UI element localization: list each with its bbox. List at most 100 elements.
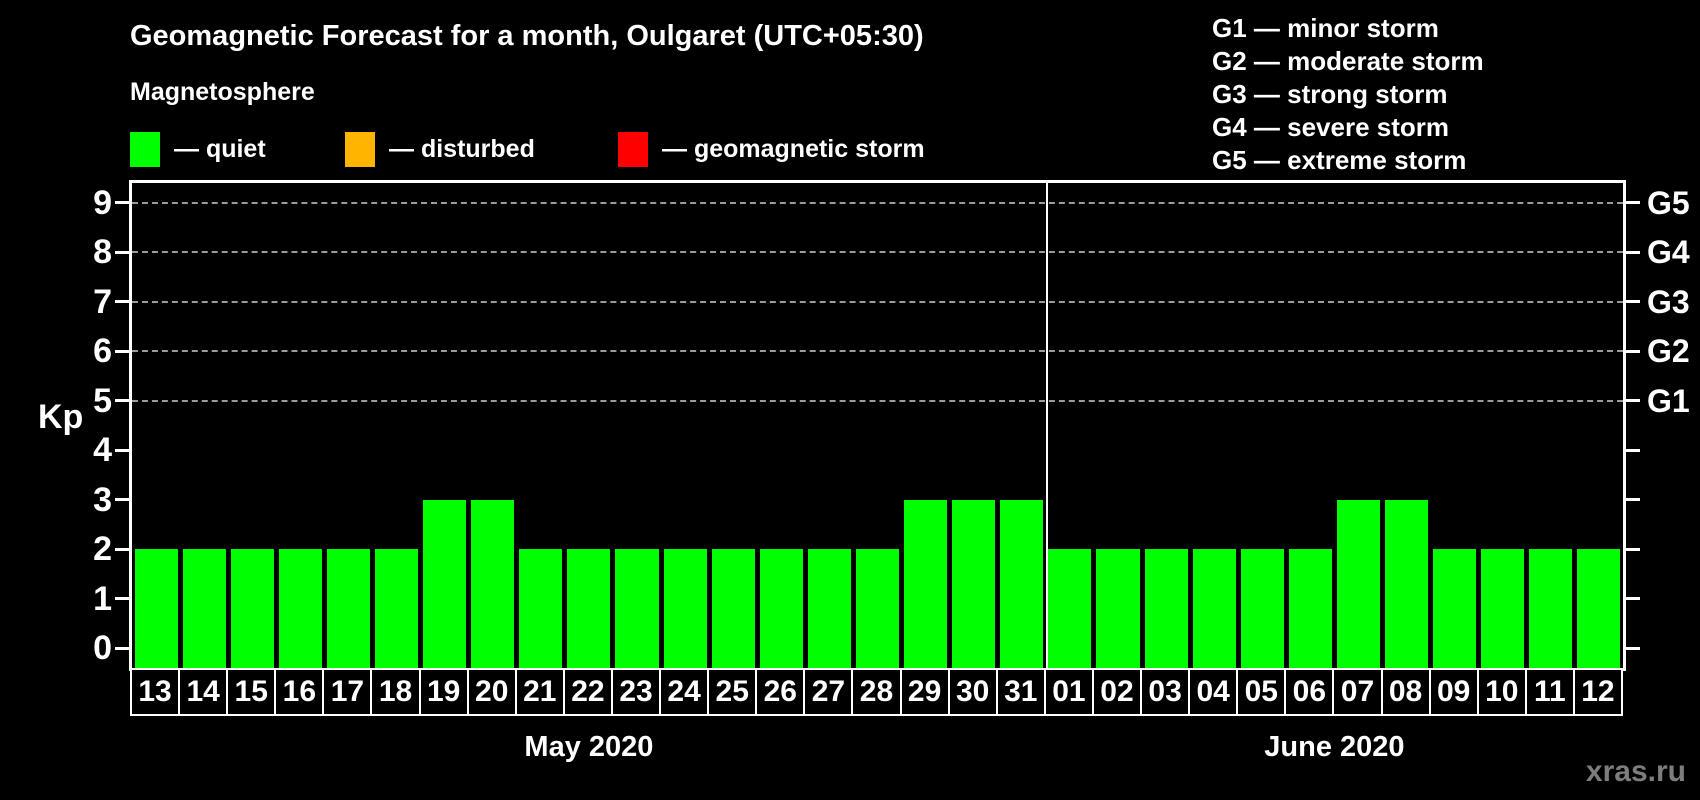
right-axis-label-g1: G1 (1647, 382, 1690, 419)
y-axis-tick (115, 597, 129, 601)
kp-bar (134, 549, 178, 668)
kp-bar (759, 549, 803, 668)
kp-bar (1433, 549, 1477, 668)
y-axis-title: Kp (38, 398, 84, 436)
y-tick-label: 3 (93, 480, 112, 519)
day-label-box: 20 (466, 668, 517, 716)
y-axis-tick (115, 498, 129, 502)
storm-scale-legend: G1 — minor storm G2 — moderate storm G3 … (1212, 12, 1484, 177)
legend-item-quiet: — quiet (130, 131, 266, 167)
month-label-0: May 2020 (524, 731, 654, 763)
day-label-box: 07 (1332, 668, 1383, 716)
gridline-kp5 (132, 399, 1623, 402)
kp-bar (1000, 499, 1044, 668)
kp-bar (1481, 549, 1525, 668)
kp-bar (1336, 499, 1380, 668)
storm-scale-line-g1: G1 — minor storm (1212, 13, 1439, 43)
storm-scale-line-g4: G4 — severe storm (1212, 112, 1450, 142)
kp-bar (1577, 549, 1621, 668)
day-label-box: 08 (1380, 668, 1431, 716)
y-axis-tick (115, 547, 129, 551)
month-label-1: June 2020 (1264, 731, 1405, 763)
y-axis-tick (115, 349, 129, 353)
kp-bar (230, 549, 274, 668)
quiet-swatch-icon (130, 131, 160, 167)
day-label-box: 21 (514, 668, 565, 716)
day-label-box: 28 (851, 668, 902, 716)
legend-item-disturbed: — disturbed (345, 131, 535, 167)
kp-bar (711, 549, 755, 668)
legend-item-storm: — geomagnetic storm (618, 131, 925, 167)
day-label-box: 16 (274, 668, 325, 716)
y-axis-tick-right (1626, 201, 1640, 205)
disturbed-swatch-icon (345, 131, 375, 167)
y-axis-tick (115, 201, 129, 205)
legend-item-label: — quiet (174, 134, 266, 163)
y-tick-label: 0 (93, 629, 112, 668)
gridline-kp6 (132, 350, 1623, 353)
right-axis-label-g2: G2 (1647, 333, 1690, 370)
y-axis-tick (115, 646, 129, 650)
kp-bar (567, 549, 611, 668)
y-axis-tick-right (1626, 498, 1640, 502)
day-label-box: 17 (322, 668, 373, 716)
kp-bar (855, 549, 900, 668)
y-tick-label: 8 (93, 233, 112, 272)
kp-bar (326, 549, 370, 668)
right-axis-label-g3: G3 (1647, 283, 1690, 320)
day-label-box: 11 (1524, 668, 1575, 716)
day-label-box: 27 (803, 668, 854, 716)
kp-bar (952, 499, 996, 668)
y-axis-tick-right (1626, 597, 1640, 601)
day-label-box: 18 (370, 668, 421, 716)
y-axis-tick-right (1626, 448, 1640, 452)
y-axis-tick (115, 300, 129, 304)
y-axis-tick-right (1626, 547, 1640, 551)
y-tick-label: 7 (93, 282, 112, 321)
kp-bar (663, 549, 707, 668)
page-title: Geomagnetic Forecast for a month, Oulgar… (130, 20, 924, 52)
y-tick-label: 6 (93, 332, 112, 371)
kp-bar (1240, 549, 1284, 668)
day-label-box: 26 (755, 668, 806, 716)
kp-bar (1144, 549, 1188, 668)
right-axis-label-g4: G4 (1647, 234, 1690, 271)
y-axis-tick-right (1626, 349, 1640, 353)
day-label-box: 01 (1043, 668, 1094, 716)
kp-bar (1048, 549, 1092, 668)
legend-heading: Magnetosphere (130, 78, 315, 106)
day-label-box: 25 (707, 668, 758, 716)
watermark: xras.ru (1585, 755, 1686, 788)
y-tick-label: 5 (93, 381, 112, 420)
y-axis-tick-right (1626, 300, 1640, 304)
kp-bar (1288, 549, 1332, 668)
day-label-box: 13 (130, 668, 181, 716)
day-label-box: 23 (610, 668, 662, 716)
kp-bar (278, 549, 322, 668)
kp-bar (519, 549, 563, 668)
day-label-box: 31 (995, 668, 1046, 716)
day-label-box: 30 (947, 668, 998, 716)
day-label-box: 14 (178, 668, 229, 716)
y-axis-tick (115, 448, 129, 452)
storm-scale-line-g2: G2 — moderate storm (1212, 46, 1484, 76)
y-axis-tick-right (1626, 646, 1640, 650)
right-axis-label-g5: G5 (1647, 184, 1690, 221)
kp-bar (1192, 549, 1236, 668)
day-label-box: 15 (226, 668, 277, 716)
kp-bar (807, 549, 851, 668)
gridline-kp9 (132, 201, 1623, 204)
month-divider (1045, 183, 1048, 668)
kp-bar (904, 499, 948, 668)
y-axis-tick (115, 399, 129, 403)
y-axis-tick (115, 250, 129, 254)
y-tick-label: 4 (93, 431, 112, 470)
day-label-box: 06 (1284, 668, 1335, 716)
kp-bar (1096, 549, 1140, 668)
kp-bar (182, 549, 226, 668)
y-axis-tick-right (1626, 250, 1640, 254)
day-label-box: 02 (1091, 668, 1143, 716)
y-axis-tick-right (1626, 399, 1640, 403)
legend-item-label: — geomagnetic storm (662, 134, 925, 163)
y-tick-label: 2 (93, 530, 112, 569)
